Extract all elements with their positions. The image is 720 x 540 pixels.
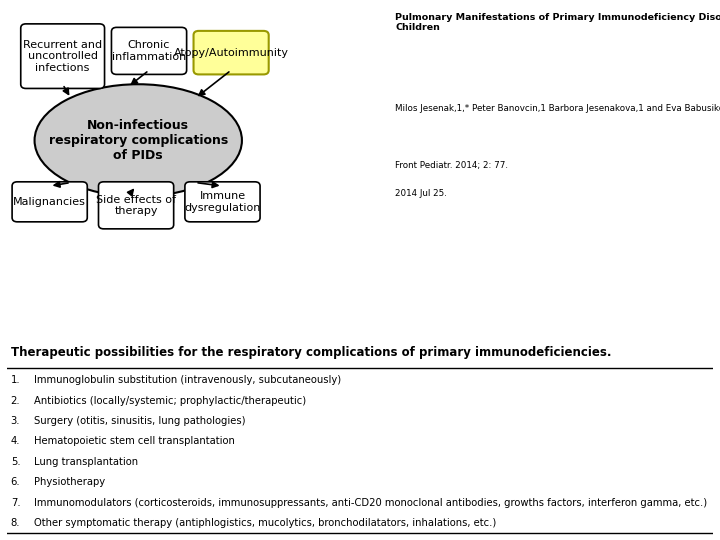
Text: Side effects of
therapy: Side effects of therapy [96,194,176,216]
Ellipse shape [35,84,242,197]
Text: Therapeutic possibilities for the respiratory complications of primary immunodef: Therapeutic possibilities for the respir… [11,346,611,359]
FancyBboxPatch shape [21,24,104,89]
Text: Atopy/Autoimmunity: Atopy/Autoimmunity [174,48,289,58]
Text: 3.: 3. [11,416,20,426]
FancyBboxPatch shape [99,182,174,229]
Text: 1.: 1. [11,375,20,385]
Text: 7.: 7. [11,498,20,508]
Text: Chronic
inflammation: Chronic inflammation [112,40,186,62]
FancyBboxPatch shape [194,31,269,75]
Text: Pulmonary Manifestations of Primary Immunodeficiency Disorders in
Children: Pulmonary Manifestations of Primary Immu… [395,13,720,32]
Text: Surgery (otitis, sinusitis, lung pathologies): Surgery (otitis, sinusitis, lung patholo… [34,416,246,426]
FancyBboxPatch shape [185,182,260,222]
Text: Malignancies: Malignancies [13,197,86,207]
Text: Immune
dysregulation: Immune dysregulation [184,191,261,213]
Text: Immunoglobulin substitution (intravenously, subcutaneously): Immunoglobulin substitution (intravenous… [34,375,341,385]
Text: 4.: 4. [11,436,20,447]
Text: Hematopoietic stem cell transplantation: Hematopoietic stem cell transplantation [34,436,235,447]
FancyBboxPatch shape [112,28,186,75]
Text: 2.: 2. [11,396,20,406]
Text: 6.: 6. [11,477,20,487]
Text: Antibiotics (locally/systemic; prophylactic/therapeutic): Antibiotics (locally/systemic; prophylac… [34,396,306,406]
FancyBboxPatch shape [12,182,87,222]
Text: Immunomodulators (corticosteroids, immunosuppressants, anti-CD20 monoclonal anti: Immunomodulators (corticosteroids, immun… [34,498,707,508]
Text: Physiotherapy: Physiotherapy [34,477,105,487]
Text: Non-infectious
respiratory complications
of PIDs: Non-infectious respiratory complications… [49,119,228,162]
Text: 5.: 5. [11,457,20,467]
Text: Recurrent and
uncontrolled
infections: Recurrent and uncontrolled infections [23,39,102,73]
Text: 8.: 8. [11,518,20,528]
Text: Front Pediatr. 2014; 2: 77.: Front Pediatr. 2014; 2: 77. [395,161,508,170]
Text: Other symptomatic therapy (antiphlogistics, mucolytics, bronchodilatators, inhal: Other symptomatic therapy (antiphlogisti… [34,518,496,528]
Text: 2014 Jul 25.: 2014 Jul 25. [395,189,447,198]
Text: Milos Jesenak,1,* Peter Banovcin,1 Barbora Jesenakova,1 and Eva Babusikova2,*: Milos Jesenak,1,* Peter Banovcin,1 Barbo… [395,104,720,113]
Text: Lung transplantation: Lung transplantation [34,457,138,467]
